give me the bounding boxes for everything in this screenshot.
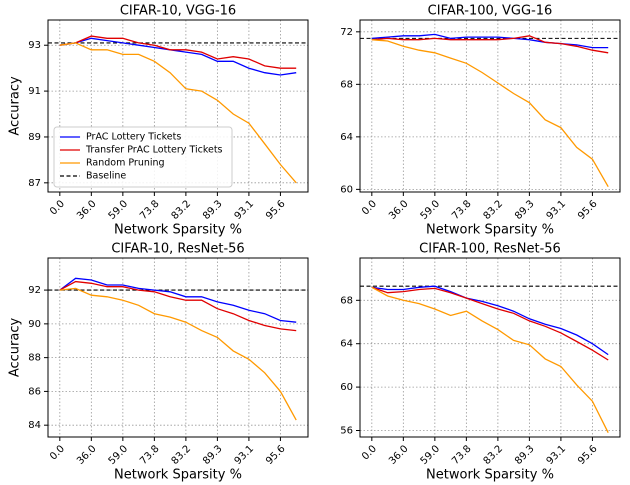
x-tick-label: 89.3	[201, 443, 225, 467]
x-tick-label: 59.0	[419, 198, 443, 222]
x-tick-label: 0.0	[360, 198, 379, 217]
x-tick-label: 59.0	[107, 443, 131, 467]
chart-title: CIFAR-10, VGG-16	[120, 4, 236, 19]
x-tick-label: 73.8	[138, 198, 162, 222]
y-axis-label: Accuracy	[8, 76, 23, 136]
series-line	[59, 280, 297, 332]
legend-label: PrAC Lottery Tickets	[86, 132, 181, 143]
y-tick-label: 56	[340, 425, 353, 436]
x-tick-label: 59.0	[107, 198, 131, 222]
x-axis-label: Network Sparsity %	[426, 468, 554, 483]
plot-frame	[359, 257, 621, 438]
x-axis-label: Network Sparsity %	[426, 223, 554, 238]
y-tick-label: 88	[28, 353, 41, 364]
x-tick-label: 89.3	[513, 198, 537, 222]
x-tick-label: 83.2	[482, 443, 506, 467]
y-tick-label: 92	[28, 285, 41, 296]
series-line	[371, 285, 609, 356]
plot-frame	[47, 19, 309, 193]
y-tick-label: 89	[28, 132, 41, 143]
x-tick-label: 36.0	[387, 443, 411, 467]
chart-title: CIFAR-10, ResNet-56	[111, 242, 244, 257]
x-tick-label: 0.0	[48, 198, 67, 217]
y-tick-label: 64	[340, 339, 353, 350]
y-tick-label: 68	[340, 295, 353, 306]
chart-title: CIFAR-100, ResNet-56	[419, 242, 561, 257]
y-tick-label: 86	[28, 386, 41, 397]
plot-frame	[359, 19, 621, 193]
legend-label: Transfer PrAC Lottery Tickets	[85, 145, 223, 156]
series-line	[59, 35, 297, 69]
x-tick-label: 93.1	[233, 198, 257, 222]
legend-label: Random Pruning	[86, 158, 165, 169]
series-line	[59, 42, 297, 184]
y-tick-label: 90	[28, 319, 41, 330]
chart-title: CIFAR-100, VGG-16	[428, 4, 553, 19]
y-tick-label: 64	[340, 132, 353, 143]
series-line	[371, 286, 609, 433]
y-axis-label: Accuracy	[8, 318, 23, 378]
x-tick-label: 0.0	[48, 443, 67, 462]
x-tick-label: 93.1	[233, 443, 257, 467]
y-tick-label: 91	[28, 86, 41, 97]
x-axis-label: Network Sparsity %	[114, 223, 242, 238]
x-tick-label: 95.6	[576, 198, 600, 222]
x-tick-label: 83.2	[482, 198, 506, 222]
x-axis-label: Network Sparsity %	[114, 468, 242, 483]
x-tick-label: 36.0	[75, 198, 99, 222]
x-tick-label: 95.6	[576, 443, 600, 467]
series-line	[371, 35, 609, 54]
x-tick-label: 95.6	[264, 198, 288, 222]
y-tick-label: 60	[340, 382, 353, 393]
series-line	[371, 33, 609, 49]
series-line	[59, 277, 297, 323]
x-tick-label: 93.1	[545, 443, 569, 467]
y-tick-label: 68	[340, 79, 353, 90]
x-tick-label: 73.8	[138, 443, 162, 467]
plot-frame	[47, 257, 309, 438]
x-tick-label: 36.0	[75, 443, 99, 467]
x-tick-label: 89.3	[201, 198, 225, 222]
y-tick-label: 93	[28, 40, 41, 51]
x-tick-label: 89.3	[513, 443, 537, 467]
series-line	[371, 286, 609, 361]
x-tick-label: 83.2	[170, 443, 194, 467]
y-tick-label: 60	[340, 184, 353, 195]
x-tick-label: 95.6	[264, 443, 288, 467]
x-tick-label: 93.1	[545, 198, 569, 222]
y-tick-label: 87	[28, 178, 41, 189]
y-tick-label: 84	[28, 420, 41, 431]
series-line	[371, 39, 609, 188]
legend-label: Baseline	[86, 171, 126, 182]
x-tick-label: 0.0	[360, 443, 379, 462]
x-tick-label: 83.2	[170, 198, 194, 222]
series-line	[59, 287, 297, 421]
y-tick-label: 72	[340, 27, 353, 38]
x-tick-label: 36.0	[387, 198, 411, 222]
x-tick-label: 73.8	[450, 198, 474, 222]
x-tick-label: 73.8	[450, 443, 474, 467]
legend-box	[53, 126, 233, 188]
series-line	[59, 37, 297, 76]
x-tick-label: 59.0	[419, 443, 443, 467]
